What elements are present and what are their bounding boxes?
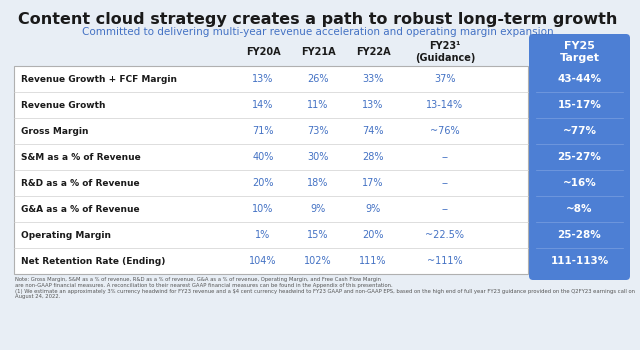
Text: 13-14%: 13-14%	[426, 100, 463, 110]
Text: 43-44%: 43-44%	[557, 74, 602, 84]
Text: ~16%: ~16%	[563, 178, 596, 188]
Text: 71%: 71%	[252, 126, 274, 136]
Text: FY25
Target: FY25 Target	[559, 41, 600, 63]
Text: 14%: 14%	[252, 100, 274, 110]
Text: 111-113%: 111-113%	[550, 256, 609, 266]
Text: 17%: 17%	[362, 178, 384, 188]
Text: Revenue Growth: Revenue Growth	[21, 100, 106, 110]
Text: --: --	[442, 178, 449, 188]
Text: ~77%: ~77%	[563, 126, 596, 136]
Text: --: --	[442, 152, 449, 162]
Text: Operating Margin: Operating Margin	[21, 231, 111, 239]
Text: FY20A: FY20A	[246, 47, 280, 57]
Text: 20%: 20%	[362, 230, 384, 240]
Text: 104%: 104%	[249, 256, 276, 266]
Text: 1%: 1%	[255, 230, 271, 240]
Text: 26%: 26%	[307, 74, 329, 84]
Text: ~76%: ~76%	[430, 126, 460, 136]
Text: Revenue Growth + FCF Margin: Revenue Growth + FCF Margin	[21, 75, 177, 84]
Text: FY21A: FY21A	[301, 47, 335, 57]
Text: 15%: 15%	[307, 230, 329, 240]
Text: 111%: 111%	[359, 256, 387, 266]
Text: 40%: 40%	[252, 152, 274, 162]
Text: 102%: 102%	[304, 256, 332, 266]
Text: R&D as a % of Revenue: R&D as a % of Revenue	[21, 178, 140, 188]
Text: FY22A: FY22A	[356, 47, 390, 57]
Text: ~22.5%: ~22.5%	[426, 230, 465, 240]
Text: 20%: 20%	[252, 178, 274, 188]
Text: Content cloud strategy creates a path to robust long-term growth: Content cloud strategy creates a path to…	[19, 12, 618, 27]
Text: 9%: 9%	[365, 204, 381, 214]
Text: 13%: 13%	[252, 74, 274, 84]
Text: 15-17%: 15-17%	[557, 100, 602, 110]
Text: Gross Margin: Gross Margin	[21, 126, 88, 135]
Text: ~111%: ~111%	[427, 256, 463, 266]
FancyBboxPatch shape	[529, 34, 630, 280]
Text: Committed to delivering multi-year revenue acceleration and operating margin exp: Committed to delivering multi-year reven…	[82, 27, 554, 37]
Bar	[14, 66, 528, 274]
Text: G&A as a % of Revenue: G&A as a % of Revenue	[21, 204, 140, 214]
Text: ~8%: ~8%	[566, 204, 593, 214]
Text: S&M as a % of Revenue: S&M as a % of Revenue	[21, 153, 141, 161]
Text: 25-27%: 25-27%	[557, 152, 602, 162]
Text: 9%: 9%	[310, 204, 326, 214]
Text: 74%: 74%	[362, 126, 384, 136]
Text: 37%: 37%	[435, 74, 456, 84]
Text: 11%: 11%	[307, 100, 329, 110]
Text: FY23¹
(Guidance): FY23¹ (Guidance)	[415, 41, 475, 63]
Text: 25-28%: 25-28%	[557, 230, 602, 240]
Text: 30%: 30%	[307, 152, 329, 162]
Text: --: --	[442, 204, 449, 214]
Text: 13%: 13%	[362, 100, 384, 110]
Text: 73%: 73%	[307, 126, 329, 136]
Text: 18%: 18%	[307, 178, 329, 188]
Text: 10%: 10%	[252, 204, 274, 214]
Text: Net Retention Rate (Ending): Net Retention Rate (Ending)	[21, 257, 165, 266]
Text: Note: Gross Margin, S&M as a % of revenue, R&D as a % of revenue, G&A as a % of : Note: Gross Margin, S&M as a % of revenu…	[15, 277, 635, 299]
Text: 33%: 33%	[362, 74, 384, 84]
Text: 28%: 28%	[362, 152, 384, 162]
